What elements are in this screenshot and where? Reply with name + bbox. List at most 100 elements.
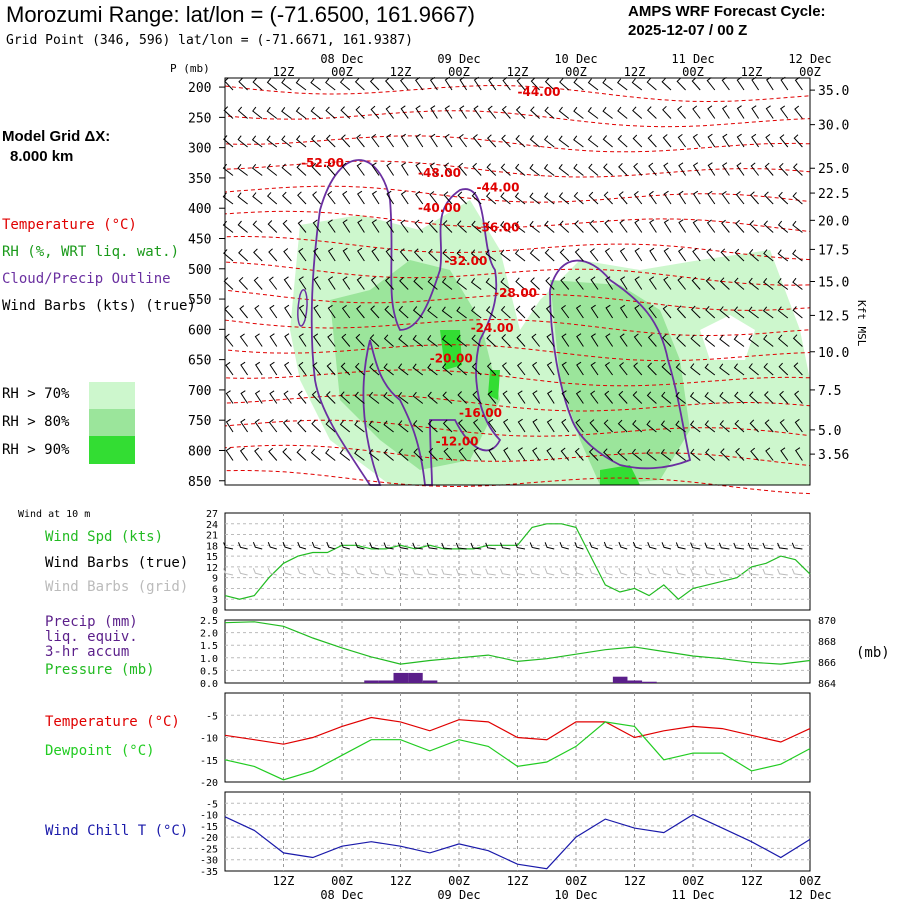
wind-barb — [546, 333, 555, 347]
wind-barb — [223, 277, 234, 290]
wind-barb — [751, 76, 760, 91]
wind-barb — [575, 390, 584, 404]
wind-barb — [748, 391, 759, 404]
surface-barb-grid — [499, 568, 511, 576]
wind-barb — [690, 363, 701, 376]
wind-barb — [646, 78, 657, 91]
wind-barb — [749, 191, 759, 205]
wind-barb — [313, 304, 322, 319]
wind-barb — [281, 191, 292, 205]
wind-barb — [707, 105, 716, 119]
wind-barb — [371, 162, 380, 176]
wind-barb — [748, 306, 759, 319]
wind-barb — [266, 135, 278, 148]
bottom-date-label: 10 Dec — [554, 888, 597, 900]
wind-barb — [619, 247, 628, 262]
wind-barb — [415, 162, 424, 176]
wind-barb — [532, 361, 541, 376]
wind-barb — [559, 220, 570, 233]
isotherm-line — [224, 210, 811, 232]
wind-barb — [252, 220, 263, 233]
wind-barb — [501, 334, 511, 347]
wind-barb — [415, 190, 424, 205]
wind-barb — [283, 390, 292, 404]
wind-barb — [575, 276, 584, 290]
wind-barb — [795, 447, 803, 461]
wind-barb — [616, 78, 628, 91]
temperature-contour-label: -20.00 — [430, 351, 473, 365]
wind-barb — [341, 333, 351, 347]
wind-barb — [325, 419, 336, 433]
wind-speed-tick: 18 — [206, 541, 218, 552]
wind-barb — [370, 105, 380, 119]
wind-barb — [369, 334, 380, 347]
height-tick-label: 10.0 — [818, 346, 849, 361]
surface-barb-true — [383, 542, 394, 550]
wind-barb — [560, 447, 570, 461]
wind-barb — [735, 191, 745, 205]
wind-barb — [240, 361, 249, 376]
isotherm-line — [224, 469, 811, 495]
wind-barb — [340, 106, 351, 119]
wind-barb — [779, 105, 789, 119]
wind-barb — [326, 362, 336, 376]
surface-barb-grid — [603, 567, 613, 576]
wind-barb — [254, 305, 263, 319]
wind-barb — [255, 361, 263, 376]
wind-barb — [415, 105, 424, 119]
precip-tick: 2.5 — [200, 616, 218, 627]
wind-barb — [792, 277, 803, 290]
rh80-swatch — [89, 409, 135, 436]
surface-barb-grid — [252, 568, 263, 576]
wind-barb — [486, 334, 497, 347]
surface-barb-grid — [647, 568, 657, 576]
height-tick-label: 5.0 — [818, 424, 841, 439]
pressure-tick-label: 650 — [188, 354, 211, 369]
wind-barb — [486, 134, 497, 148]
legend-dewpoint: Dewpoint (°C) — [45, 743, 155, 759]
wind-barb — [281, 78, 292, 91]
wind-barb — [588, 191, 599, 205]
wind-barb — [429, 191, 438, 205]
wind-barb — [748, 363, 759, 376]
model-grid-value: 8.000 km — [10, 148, 74, 165]
wind-barb — [675, 391, 686, 404]
wind-barb — [370, 276, 380, 290]
wind-barb — [516, 77, 526, 91]
wind-barb — [398, 363, 409, 376]
wind-barb — [237, 220, 248, 233]
legend-rh70: RH > 70% — [2, 386, 70, 402]
wind-barb — [619, 333, 628, 347]
surface-barb-grid — [223, 568, 234, 576]
wind-barb — [777, 334, 789, 347]
surface-barb-true — [340, 542, 350, 550]
wind-barb — [590, 276, 599, 290]
wind-barb — [400, 105, 409, 119]
wind-barb — [530, 305, 540, 319]
wind-barb — [400, 133, 409, 148]
wind-barb — [603, 419, 613, 433]
wind-barb — [459, 105, 468, 119]
wind-barb — [575, 304, 584, 319]
wind-barb — [356, 276, 365, 290]
top-hour-label: 00Z — [331, 65, 353, 79]
wind-barb — [602, 135, 613, 148]
wind-barb — [777, 220, 789, 233]
wind-barb — [342, 276, 351, 290]
pressure-tick-right: 870 — [818, 616, 836, 627]
surface-barb-true — [762, 542, 774, 550]
surface-barb-grid — [618, 567, 628, 576]
wind-barb — [412, 391, 424, 404]
wind-barb — [589, 248, 599, 262]
legend-cloud: Cloud/Precip Outline — [2, 271, 171, 287]
wind-barb — [472, 134, 482, 148]
wind-barb — [574, 220, 584, 233]
wind-barb — [675, 363, 686, 376]
wind-barb — [458, 134, 467, 148]
wind-barb — [458, 162, 467, 176]
wind-barb — [295, 78, 307, 91]
surface-barb-true — [369, 542, 380, 550]
surface-barb-grid — [514, 568, 526, 576]
surface-barb-true — [529, 542, 540, 550]
